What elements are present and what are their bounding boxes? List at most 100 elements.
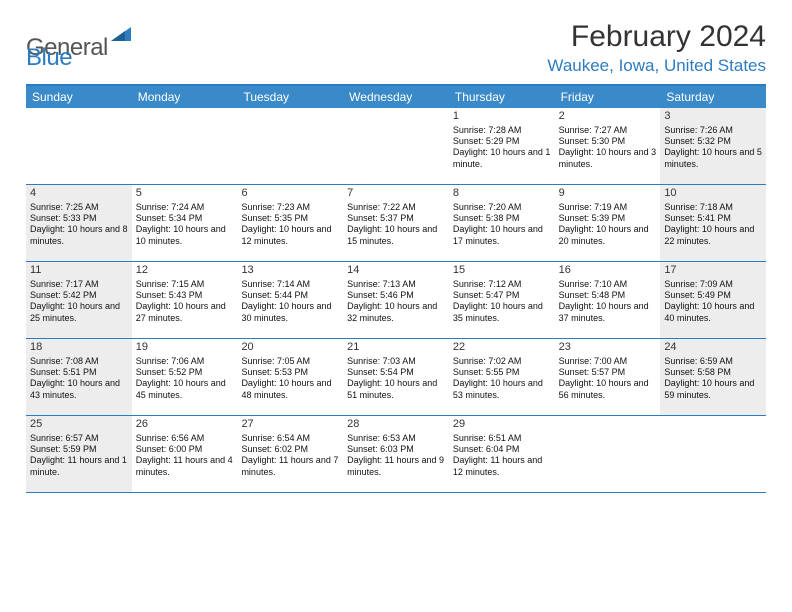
- calendar-day-cell: 21Sunrise: 7:03 AMSunset: 5:54 PMDayligh…: [343, 339, 449, 415]
- sunrise-text: Sunrise: 7:28 AM: [453, 125, 551, 136]
- day-number: 25: [30, 418, 128, 432]
- sunset-text: Sunset: 6:00 PM: [136, 444, 234, 455]
- day-number: 26: [136, 418, 234, 432]
- day-number: 27: [241, 418, 339, 432]
- day-number: 14: [347, 264, 445, 278]
- daylight-text: Daylight: 10 hours and 45 minutes.: [136, 378, 234, 401]
- sunrise-text: Sunrise: 7:13 AM: [347, 279, 445, 290]
- calendar-day-cell: 3Sunrise: 7:26 AMSunset: 5:32 PMDaylight…: [660, 108, 766, 184]
- daylight-text: Daylight: 10 hours and 12 minutes.: [241, 224, 339, 247]
- calendar-day-cell: 29Sunrise: 6:51 AMSunset: 6:04 PMDayligh…: [449, 416, 555, 492]
- day-number: 1: [453, 110, 551, 124]
- day-number: 17: [664, 264, 762, 278]
- day-number: 24: [664, 341, 762, 355]
- calendar-day-cell: [343, 108, 449, 184]
- sunset-text: Sunset: 5:35 PM: [241, 213, 339, 224]
- day-number: 5: [136, 187, 234, 201]
- sunset-text: Sunset: 5:39 PM: [559, 213, 657, 224]
- calendar-day-cell: 15Sunrise: 7:12 AMSunset: 5:47 PMDayligh…: [449, 262, 555, 338]
- day-number: 23: [559, 341, 657, 355]
- sunset-text: Sunset: 5:29 PM: [453, 136, 551, 147]
- calendar-day-cell: 26Sunrise: 6:56 AMSunset: 6:00 PMDayligh…: [132, 416, 238, 492]
- sunrise-text: Sunrise: 7:26 AM: [664, 125, 762, 136]
- weekday-header: Tuesday: [237, 86, 343, 108]
- calendar-day-cell: 20Sunrise: 7:05 AMSunset: 5:53 PMDayligh…: [237, 339, 343, 415]
- day-number: 29: [453, 418, 551, 432]
- title-block: February 2024 Waukee, Iowa, United State…: [547, 20, 766, 76]
- calendar-day-cell: [26, 108, 132, 184]
- sunset-text: Sunset: 5:58 PM: [664, 367, 762, 378]
- sunset-text: Sunset: 5:49 PM: [664, 290, 762, 301]
- daylight-text: Daylight: 10 hours and 32 minutes.: [347, 301, 445, 324]
- daylight-text: Daylight: 11 hours and 9 minutes.: [347, 455, 445, 478]
- day-number: 11: [30, 264, 128, 278]
- sunset-text: Sunset: 5:41 PM: [664, 213, 762, 224]
- sunrise-text: Sunrise: 7:12 AM: [453, 279, 551, 290]
- calendar-day-cell: 5Sunrise: 7:24 AMSunset: 5:34 PMDaylight…: [132, 185, 238, 261]
- daylight-text: Daylight: 11 hours and 1 minute.: [30, 455, 128, 478]
- calendar-day-cell: 16Sunrise: 7:10 AMSunset: 5:48 PMDayligh…: [555, 262, 661, 338]
- calendar-day-cell: 9Sunrise: 7:19 AMSunset: 5:39 PMDaylight…: [555, 185, 661, 261]
- day-number: 2: [559, 110, 657, 124]
- sunrise-text: Sunrise: 7:05 AM: [241, 356, 339, 367]
- daylight-text: Daylight: 10 hours and 22 minutes.: [664, 224, 762, 247]
- day-number: 9: [559, 187, 657, 201]
- sunrise-text: Sunrise: 7:18 AM: [664, 202, 762, 213]
- sunrise-text: Sunrise: 6:54 AM: [241, 433, 339, 444]
- day-number: 12: [136, 264, 234, 278]
- weekday-header: Friday: [555, 86, 661, 108]
- sunset-text: Sunset: 5:57 PM: [559, 367, 657, 378]
- calendar-day-cell: [132, 108, 238, 184]
- sunrise-text: Sunrise: 6:57 AM: [30, 433, 128, 444]
- sunrise-text: Sunrise: 7:23 AM: [241, 202, 339, 213]
- calendar-day-cell: 23Sunrise: 7:00 AMSunset: 5:57 PMDayligh…: [555, 339, 661, 415]
- day-number: 21: [347, 341, 445, 355]
- daylight-text: Daylight: 10 hours and 10 minutes.: [136, 224, 234, 247]
- calendar-week-row: 11Sunrise: 7:17 AMSunset: 5:42 PMDayligh…: [26, 262, 766, 339]
- weekday-header: Thursday: [449, 86, 555, 108]
- daylight-text: Daylight: 10 hours and 20 minutes.: [559, 224, 657, 247]
- sunset-text: Sunset: 5:38 PM: [453, 213, 551, 224]
- day-number: 28: [347, 418, 445, 432]
- calendar-grid: Sunday Monday Tuesday Wednesday Thursday…: [26, 84, 766, 493]
- sunset-text: Sunset: 5:33 PM: [30, 213, 128, 224]
- calendar-day-cell: 6Sunrise: 7:23 AMSunset: 5:35 PMDaylight…: [237, 185, 343, 261]
- sunrise-text: Sunrise: 7:20 AM: [453, 202, 551, 213]
- sunset-text: Sunset: 5:52 PM: [136, 367, 234, 378]
- sunrise-text: Sunrise: 7:15 AM: [136, 279, 234, 290]
- sunset-text: Sunset: 6:02 PM: [241, 444, 339, 455]
- sunrise-text: Sunrise: 6:56 AM: [136, 433, 234, 444]
- sunset-text: Sunset: 5:47 PM: [453, 290, 551, 301]
- daylight-text: Daylight: 10 hours and 3 minutes.: [559, 147, 657, 170]
- day-number: 13: [241, 264, 339, 278]
- day-number: 22: [453, 341, 551, 355]
- calendar-day-cell: 4Sunrise: 7:25 AMSunset: 5:33 PMDaylight…: [26, 185, 132, 261]
- day-number: 10: [664, 187, 762, 201]
- calendar-day-cell: 18Sunrise: 7:08 AMSunset: 5:51 PMDayligh…: [26, 339, 132, 415]
- sunset-text: Sunset: 5:53 PM: [241, 367, 339, 378]
- calendar-day-cell: 19Sunrise: 7:06 AMSunset: 5:52 PMDayligh…: [132, 339, 238, 415]
- weekday-header-row: Sunday Monday Tuesday Wednesday Thursday…: [26, 86, 766, 108]
- sunset-text: Sunset: 5:43 PM: [136, 290, 234, 301]
- calendar-day-cell: [555, 416, 661, 492]
- day-number: 4: [30, 187, 128, 201]
- sunrise-text: Sunrise: 6:53 AM: [347, 433, 445, 444]
- day-number: 20: [241, 341, 339, 355]
- daylight-text: Daylight: 10 hours and 1 minute.: [453, 147, 551, 170]
- weekday-header: Monday: [132, 86, 238, 108]
- weekday-header: Sunday: [26, 86, 132, 108]
- sunset-text: Sunset: 5:44 PM: [241, 290, 339, 301]
- daylight-text: Daylight: 10 hours and 48 minutes.: [241, 378, 339, 401]
- sunrise-text: Sunrise: 7:00 AM: [559, 356, 657, 367]
- day-number: 16: [559, 264, 657, 278]
- day-number: 8: [453, 187, 551, 201]
- calendar-day-cell: [660, 416, 766, 492]
- sunset-text: Sunset: 5:34 PM: [136, 213, 234, 224]
- day-number: 3: [664, 110, 762, 124]
- daylight-text: Daylight: 10 hours and 15 minutes.: [347, 224, 445, 247]
- day-number: 19: [136, 341, 234, 355]
- daylight-text: Daylight: 10 hours and 37 minutes.: [559, 301, 657, 324]
- calendar-day-cell: 25Sunrise: 6:57 AMSunset: 5:59 PMDayligh…: [26, 416, 132, 492]
- month-title: February 2024: [547, 20, 766, 54]
- daylight-text: Daylight: 10 hours and 30 minutes.: [241, 301, 339, 324]
